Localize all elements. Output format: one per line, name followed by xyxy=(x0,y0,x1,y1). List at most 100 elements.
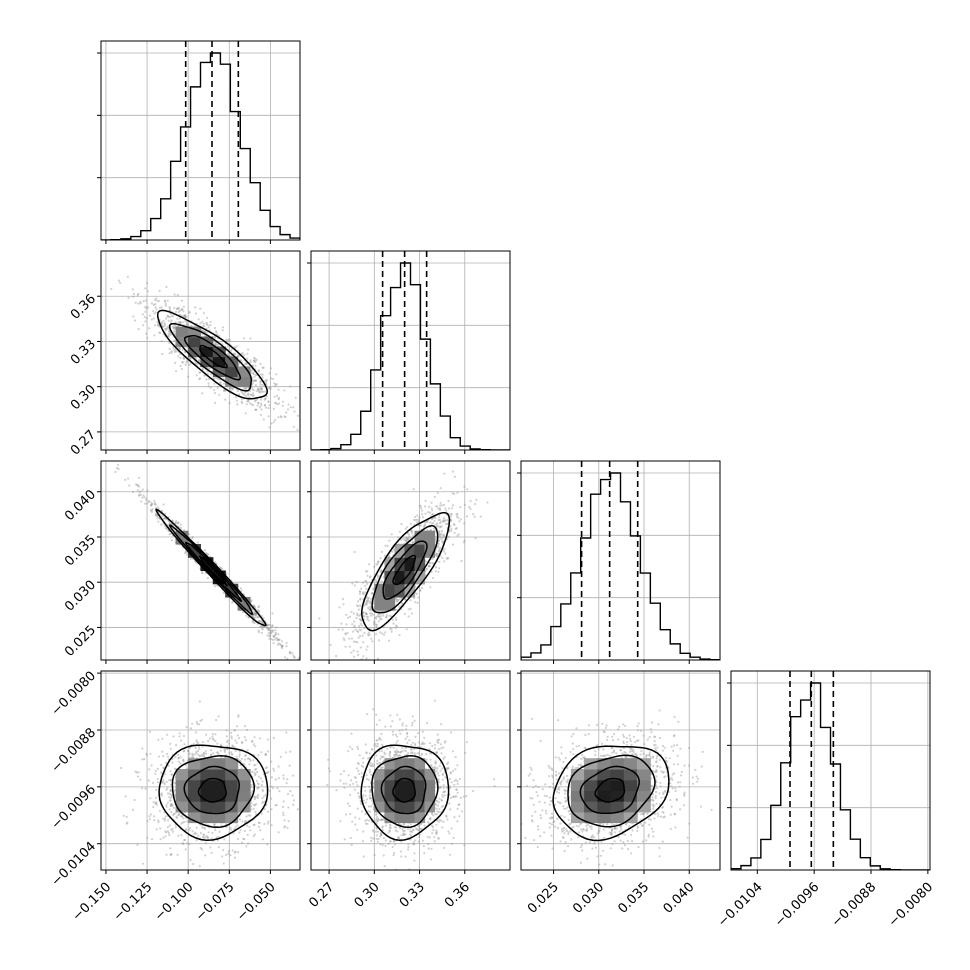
scatter-point xyxy=(431,576,435,580)
scatter-point xyxy=(378,615,381,618)
scatter-point xyxy=(353,584,356,587)
scatter-point xyxy=(374,623,377,626)
scatter-point xyxy=(257,369,260,372)
scatter-point xyxy=(260,784,263,787)
scatter-point xyxy=(267,400,270,403)
scatter-point xyxy=(133,319,136,322)
scatter-point xyxy=(395,598,398,601)
scatter-point xyxy=(251,394,255,398)
scatter-point xyxy=(416,514,419,517)
scatter-point xyxy=(269,631,272,634)
scatter-point xyxy=(262,366,265,369)
scatter-point xyxy=(373,565,376,568)
scatter-point xyxy=(450,513,453,516)
scatter-point xyxy=(170,315,173,318)
scatter-point xyxy=(145,317,148,320)
scatter-point xyxy=(407,538,410,541)
scatter-point xyxy=(348,637,351,640)
scatter-point xyxy=(154,513,157,516)
scatter-point xyxy=(268,372,271,375)
scatter-point xyxy=(222,326,225,329)
contour-line xyxy=(183,334,242,381)
scatter-point xyxy=(178,348,181,351)
scatter-point xyxy=(145,497,148,500)
scatter-point xyxy=(115,466,119,470)
scatter-point xyxy=(438,526,441,529)
scatter-point xyxy=(254,613,257,616)
scatter-point xyxy=(257,401,260,405)
scatter-point xyxy=(272,407,275,410)
scatter-point xyxy=(368,576,371,579)
scatter-point xyxy=(365,602,368,605)
scatter-point xyxy=(161,325,164,328)
scatter-point xyxy=(258,619,261,622)
scatter-point xyxy=(350,610,353,614)
scatter-point xyxy=(274,631,277,634)
scatter-point xyxy=(407,537,410,540)
scatter-point xyxy=(202,312,205,315)
scatter-point xyxy=(170,853,173,856)
scatter-point xyxy=(472,512,475,516)
scatter-point xyxy=(219,381,222,384)
scatter-point xyxy=(362,593,365,596)
scatter-point xyxy=(254,373,257,376)
scatter-point xyxy=(247,400,250,403)
scatter-point xyxy=(417,596,420,599)
density-cell xyxy=(404,557,416,571)
scatter-point xyxy=(427,565,431,568)
scatter-point xyxy=(414,519,417,522)
scatter-point xyxy=(377,560,380,563)
scatter-point xyxy=(459,518,462,521)
scatter-point xyxy=(229,354,232,357)
scatter-point xyxy=(165,328,168,331)
scatter-point xyxy=(260,383,263,386)
scatter-point xyxy=(246,400,249,403)
scatter-point xyxy=(442,517,446,520)
scatter-point xyxy=(366,645,369,648)
scatter-point xyxy=(127,296,130,299)
scatter-point xyxy=(199,322,202,325)
scatter-point xyxy=(441,520,444,523)
scatter-point xyxy=(167,319,170,322)
scatter-point xyxy=(278,790,281,793)
scatter-point xyxy=(209,324,212,327)
scatter-point xyxy=(439,521,442,524)
scatter-point xyxy=(455,515,459,518)
scatter-point xyxy=(257,825,261,829)
scatter-point xyxy=(202,837,205,840)
scatter-point xyxy=(195,826,198,829)
scatter-point xyxy=(259,387,262,390)
scatter-point xyxy=(168,522,171,525)
scatter-point xyxy=(158,289,161,292)
scatter-point xyxy=(266,822,269,825)
scatter-point xyxy=(251,620,254,623)
scatter-point xyxy=(423,524,426,528)
scatter-point xyxy=(369,614,372,617)
scatter-point xyxy=(204,842,208,845)
scatter-point xyxy=(150,504,153,507)
scatter-point xyxy=(253,379,256,382)
scatter-point xyxy=(431,513,434,516)
scatter-point xyxy=(119,281,122,284)
scatter-point xyxy=(256,616,259,619)
scatter-point xyxy=(198,358,201,361)
scatter-point xyxy=(255,379,258,382)
scatter-point xyxy=(468,505,471,509)
scatter-point xyxy=(227,348,231,351)
scatter-point xyxy=(385,615,388,619)
scatter-point xyxy=(183,529,186,532)
scatter-point xyxy=(366,570,369,573)
scatter-point xyxy=(242,337,245,340)
scatter-point xyxy=(276,643,280,646)
scatter-point xyxy=(277,388,280,391)
scatter-point xyxy=(255,389,258,392)
scatter-point xyxy=(439,504,442,507)
scatter-point xyxy=(247,392,250,395)
scatter-point xyxy=(175,816,178,820)
scatter-point xyxy=(415,521,419,524)
scatter-point xyxy=(158,332,162,335)
scatter-point xyxy=(148,815,151,818)
scatter-point xyxy=(226,352,229,356)
panel-1-0 xyxy=(97,250,301,454)
scatter-point xyxy=(153,334,156,337)
